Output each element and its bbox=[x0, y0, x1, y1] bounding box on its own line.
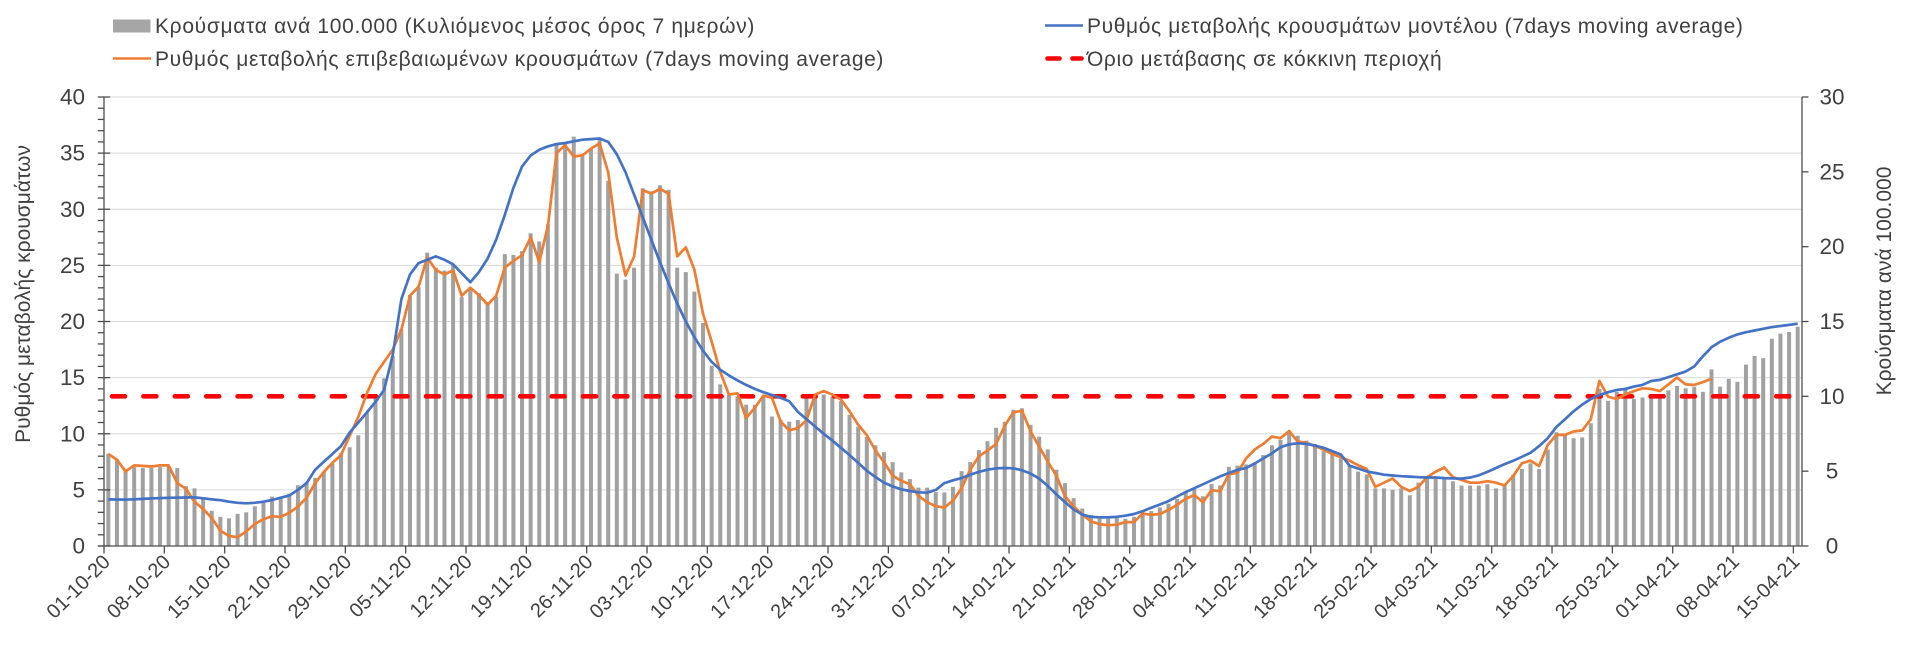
svg-text:25: 25 bbox=[60, 253, 85, 278]
svg-text:10: 10 bbox=[1819, 384, 1844, 409]
svg-text:5: 5 bbox=[72, 477, 85, 502]
svg-text:Κρούσματα ανά 100.000 (Κυλιόμε: Κρούσματα ανά 100.000 (Κυλιόμενος μέσος … bbox=[155, 15, 755, 38]
svg-text:35: 35 bbox=[60, 141, 85, 166]
svg-text:30: 30 bbox=[1819, 85, 1844, 110]
svg-text:25: 25 bbox=[1819, 159, 1844, 184]
svg-text:30: 30 bbox=[60, 197, 85, 222]
svg-text:Κρούσματα ανά 100.000: Κρούσματα ανά 100.000 bbox=[1873, 167, 1896, 396]
svg-text:Ρυθμός μεταβολής επιβεβαιωμένω: Ρυθμός μεταβολής επιβεβαιωμένων κρουσμάτ… bbox=[155, 48, 884, 71]
svg-text:Ρυθμός μεταβολής κρουσμάτων μο: Ρυθμός μεταβολής κρουσμάτων μοντέλου (7d… bbox=[1087, 15, 1744, 38]
svg-text:20: 20 bbox=[60, 309, 85, 334]
svg-text:0: 0 bbox=[1826, 534, 1839, 559]
svg-text:Ρυθμός μεταβολής κρουσμάτων: Ρυθμός μεταβολής κρουσμάτων bbox=[12, 145, 35, 443]
svg-text:10: 10 bbox=[60, 421, 85, 446]
svg-text:5: 5 bbox=[1826, 459, 1839, 484]
svg-text:40: 40 bbox=[60, 85, 85, 110]
svg-text:Όριο μετάβασης σε κόκκινη περι: Όριο μετάβασης σε κόκκινη περιοχή bbox=[1086, 48, 1442, 71]
svg-text:0: 0 bbox=[72, 534, 85, 559]
svg-text:20: 20 bbox=[1819, 234, 1844, 259]
svg-text:15: 15 bbox=[1819, 309, 1844, 334]
svg-text:15: 15 bbox=[60, 365, 85, 390]
